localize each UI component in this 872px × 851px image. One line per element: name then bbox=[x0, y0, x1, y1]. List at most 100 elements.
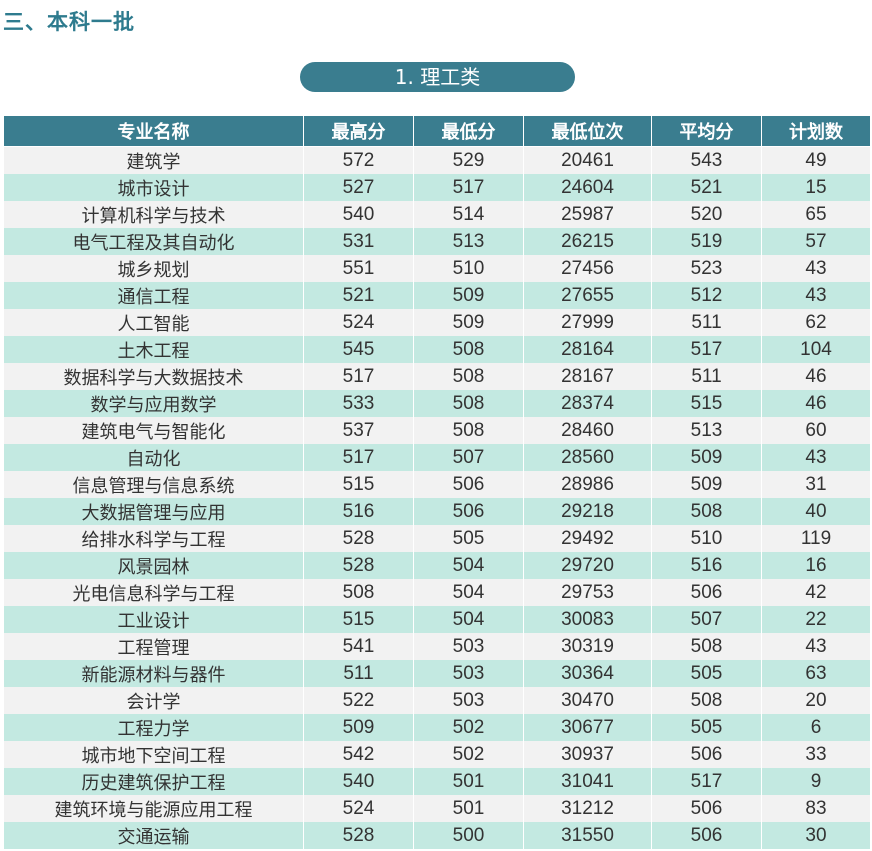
avg-score-cell: 505 bbox=[651, 660, 762, 687]
min-rank-cell: 28986 bbox=[523, 471, 652, 498]
major-name-cell: 信息管理与信息系统 bbox=[3, 471, 304, 498]
plan-count-cell: 22 bbox=[761, 606, 871, 633]
table-row: 城乡规划 551 510 27456 523 43 bbox=[3, 255, 871, 282]
major-name-cell: 数学与应用数学 bbox=[3, 390, 304, 417]
category-label: 1. 理工类 bbox=[300, 62, 575, 92]
min-score-cell: 504 bbox=[413, 579, 524, 606]
min-score-cell: 510 bbox=[413, 255, 524, 282]
min-rank-cell: 30083 bbox=[523, 606, 652, 633]
max-score-cell: 516 bbox=[303, 498, 414, 525]
header-min-rank: 最低位次 bbox=[523, 115, 652, 147]
min-score-cell: 505 bbox=[413, 525, 524, 552]
table-row: 历史建筑保护工程 540 501 31041 517 9 bbox=[3, 768, 871, 795]
max-score-cell: 531 bbox=[303, 228, 414, 255]
min-score-cell: 514 bbox=[413, 201, 524, 228]
avg-score-cell: 508 bbox=[651, 687, 762, 714]
plan-count-cell: 43 bbox=[761, 255, 871, 282]
min-rank-cell: 30319 bbox=[523, 633, 652, 660]
avg-score-cell: 516 bbox=[651, 552, 762, 579]
major-name-cell: 工业设计 bbox=[3, 606, 304, 633]
table-header-row: 专业名称 最高分 最低分 最低位次 平均分 计划数 bbox=[3, 115, 871, 147]
min-score-cell: 508 bbox=[413, 336, 524, 363]
max-score-cell: 515 bbox=[303, 606, 414, 633]
table-row: 给排水科学与工程 528 505 29492 510 119 bbox=[3, 525, 871, 552]
major-name-cell: 数据科学与大数据技术 bbox=[3, 363, 304, 390]
min-rank-cell: 31212 bbox=[523, 795, 652, 822]
min-score-cell: 508 bbox=[413, 417, 524, 444]
max-score-cell: 517 bbox=[303, 363, 414, 390]
max-score-cell: 551 bbox=[303, 255, 414, 282]
avg-score-cell: 517 bbox=[651, 336, 762, 363]
max-score-cell: 524 bbox=[303, 795, 414, 822]
avg-score-cell: 507 bbox=[651, 606, 762, 633]
max-score-cell: 528 bbox=[303, 552, 414, 579]
plan-count-cell: 20 bbox=[761, 687, 871, 714]
min-rank-cell: 29720 bbox=[523, 552, 652, 579]
table-row: 电气工程及其自动化 531 513 26215 519 57 bbox=[3, 228, 871, 255]
major-name-cell: 城乡规划 bbox=[3, 255, 304, 282]
major-name-cell: 风景园林 bbox=[3, 552, 304, 579]
min-score-cell: 508 bbox=[413, 390, 524, 417]
header-major: 专业名称 bbox=[3, 115, 304, 147]
major-name-cell: 给排水科学与工程 bbox=[3, 525, 304, 552]
max-score-cell: 542 bbox=[303, 741, 414, 768]
max-score-cell: 524 bbox=[303, 309, 414, 336]
avg-score-cell: 506 bbox=[651, 822, 762, 849]
max-score-cell: 572 bbox=[303, 146, 414, 174]
table-row: 数据科学与大数据技术 517 508 28167 511 46 bbox=[3, 363, 871, 390]
plan-count-cell: 60 bbox=[761, 417, 871, 444]
avg-score-cell: 515 bbox=[651, 390, 762, 417]
plan-count-cell: 33 bbox=[761, 741, 871, 768]
min-rank-cell: 27456 bbox=[523, 255, 652, 282]
section-title: 三、本科一批 bbox=[3, 10, 135, 34]
max-score-cell: 540 bbox=[303, 201, 414, 228]
avg-score-cell: 509 bbox=[651, 444, 762, 471]
min-score-cell: 504 bbox=[413, 606, 524, 633]
min-rank-cell: 20461 bbox=[523, 146, 652, 174]
plan-count-cell: 40 bbox=[761, 498, 871, 525]
table-row: 数学与应用数学 533 508 28374 515 46 bbox=[3, 390, 871, 417]
min-rank-cell: 26215 bbox=[523, 228, 652, 255]
avg-score-cell: 508 bbox=[651, 633, 762, 660]
avg-score-cell: 521 bbox=[651, 174, 762, 201]
header-avg-score: 平均分 bbox=[651, 115, 762, 147]
plan-count-cell: 43 bbox=[761, 282, 871, 309]
min-score-cell: 503 bbox=[413, 633, 524, 660]
min-score-cell: 501 bbox=[413, 795, 524, 822]
max-score-cell: 528 bbox=[303, 525, 414, 552]
max-score-cell: 515 bbox=[303, 471, 414, 498]
plan-count-cell: 62 bbox=[761, 309, 871, 336]
header-min-score: 最低分 bbox=[413, 115, 524, 147]
plan-count-cell: 65 bbox=[761, 201, 871, 228]
min-score-cell: 501 bbox=[413, 768, 524, 795]
header-max-score: 最高分 bbox=[303, 115, 414, 147]
avg-score-cell: 520 bbox=[651, 201, 762, 228]
max-score-cell: 541 bbox=[303, 633, 414, 660]
major-name-cell: 会计学 bbox=[3, 687, 304, 714]
min-score-cell: 503 bbox=[413, 660, 524, 687]
plan-count-cell: 83 bbox=[761, 795, 871, 822]
plan-count-cell: 42 bbox=[761, 579, 871, 606]
min-score-cell: 502 bbox=[413, 741, 524, 768]
max-score-cell: 533 bbox=[303, 390, 414, 417]
min-score-cell: 507 bbox=[413, 444, 524, 471]
min-rank-cell: 28374 bbox=[523, 390, 652, 417]
table-row: 工业设计 515 504 30083 507 22 bbox=[3, 606, 871, 633]
major-name-cell: 建筑环境与能源应用工程 bbox=[3, 795, 304, 822]
plan-count-cell: 16 bbox=[761, 552, 871, 579]
min-rank-cell: 30470 bbox=[523, 687, 652, 714]
score-table: 专业名称 最高分 最低分 最低位次 平均分 计划数 建筑学 572 529 20461… bbox=[3, 115, 871, 849]
major-name-cell: 建筑学 bbox=[3, 146, 304, 174]
min-rank-cell: 25987 bbox=[523, 201, 652, 228]
table-row: 自动化 517 507 28560 509 43 bbox=[3, 444, 871, 471]
plan-count-cell: 104 bbox=[761, 336, 871, 363]
table-row: 建筑环境与能源应用工程 524 501 31212 506 83 bbox=[3, 795, 871, 822]
plan-count-cell: 31 bbox=[761, 471, 871, 498]
min-score-cell: 504 bbox=[413, 552, 524, 579]
avg-score-cell: 543 bbox=[651, 146, 762, 174]
avg-score-cell: 512 bbox=[651, 282, 762, 309]
min-score-cell: 506 bbox=[413, 471, 524, 498]
avg-score-cell: 508 bbox=[651, 498, 762, 525]
avg-score-cell: 510 bbox=[651, 525, 762, 552]
table-row: 大数据管理与应用 516 506 29218 508 40 bbox=[3, 498, 871, 525]
